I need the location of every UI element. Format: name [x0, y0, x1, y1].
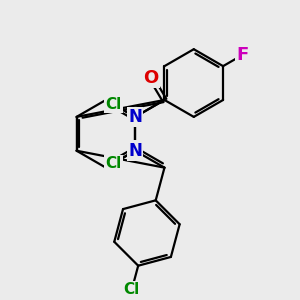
Text: Cl: Cl	[105, 97, 122, 112]
Text: F: F	[236, 46, 248, 64]
Text: O: O	[144, 69, 159, 87]
Text: N: N	[128, 108, 142, 126]
Text: Cl: Cl	[124, 282, 140, 297]
Text: N: N	[128, 142, 142, 160]
Text: Cl: Cl	[105, 156, 122, 171]
